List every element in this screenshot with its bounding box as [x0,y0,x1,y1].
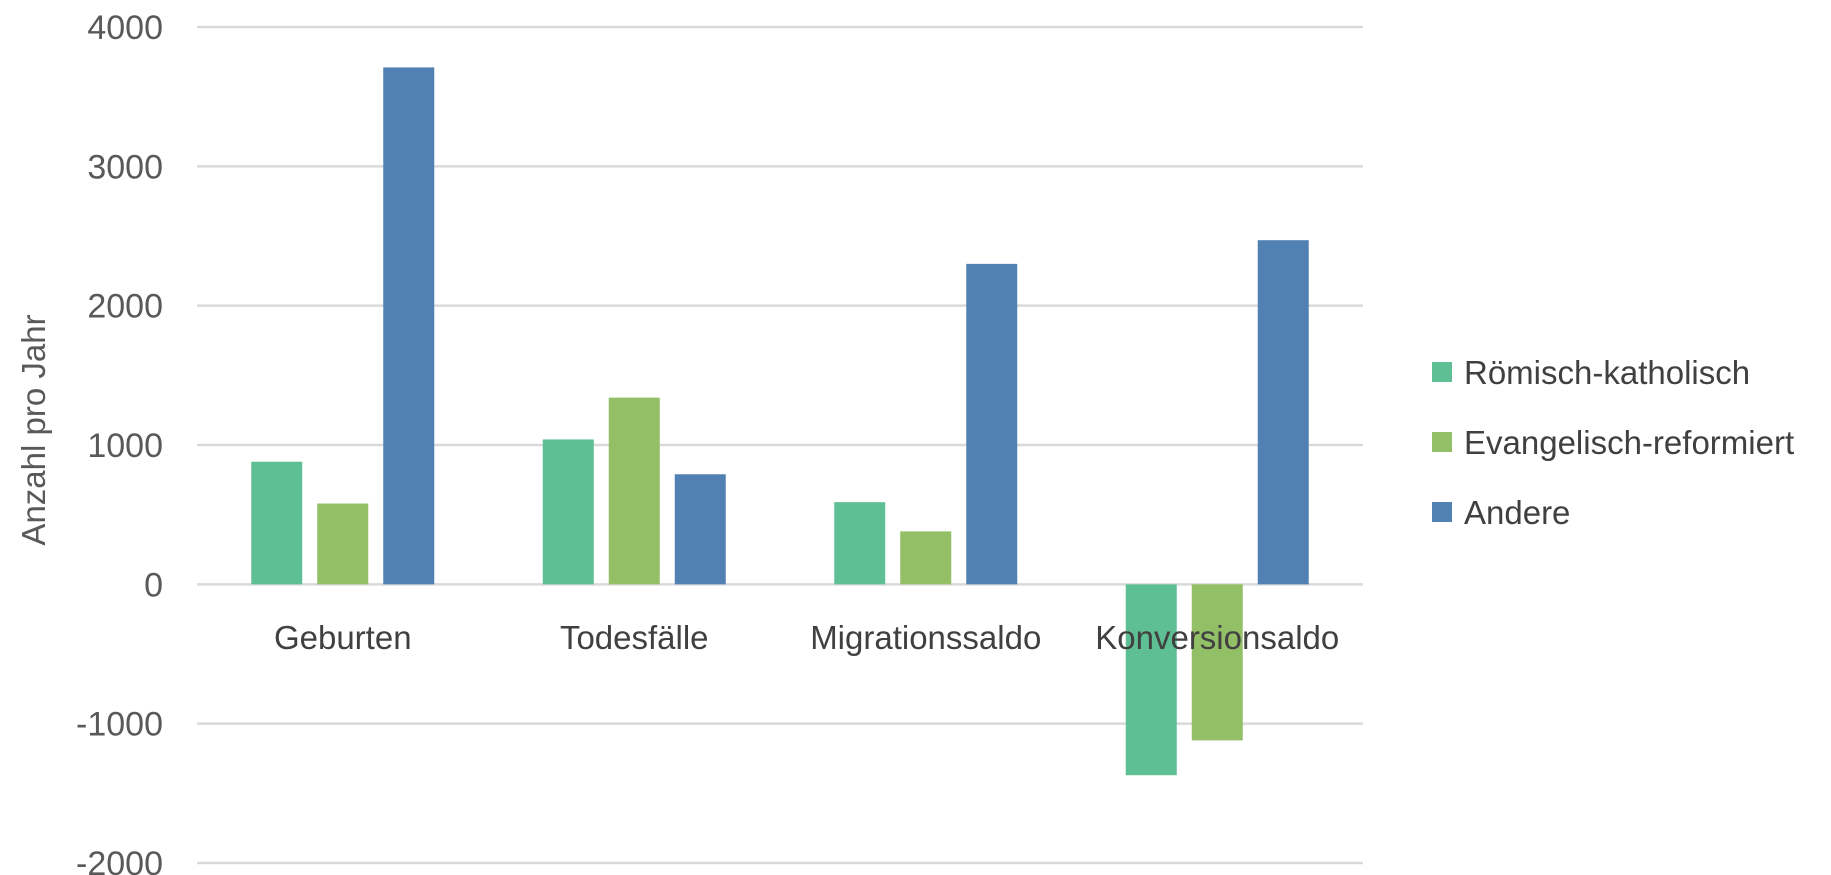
y-tick-label: -2000 [76,845,163,875]
y-tick-label: 4000 [87,9,163,47]
legend-label: Evangelisch-reformiert [1464,424,1794,461]
y-tick-label: 3000 [87,148,163,186]
gridlines [197,25,1363,865]
bars [251,67,1309,776]
legend: Römisch-katholisch Evangelisch-reformiert… [1432,354,1794,531]
bar-geburten-2 [317,503,369,585]
x-category-label: Konversionsaldo [1095,619,1339,656]
bar-konversionsaldo-3 [1257,240,1309,585]
y-tick-label: 2000 [87,288,163,326]
bar-migrationssaldo-3 [966,263,1018,585]
x-category-label: Migrationssaldo [810,619,1041,656]
legend-label: Andere [1464,494,1570,531]
y-tick-label: 0 [144,566,163,604]
x-axis-category-labels: Geburten Todesfälle Migrationssaldo Konvers… [274,619,1339,656]
bar-todesfälle-1 [542,439,594,585]
y-tick-label: -1000 [76,706,163,744]
x-category-label: Geburten [274,619,412,656]
y-axis-ticks: 4000 3000 2000 1000 0 -1000 -2000 [76,9,163,875]
bar-migrationssaldo-2 [900,531,952,585]
bar-geburten-3 [383,67,435,585]
y-axis-title: Anzahl pro Jahr [15,314,52,545]
bar-konversionsaldo-1 [1125,584,1177,776]
bar-todesfälle-2 [608,397,660,585]
legend-label: Römisch-katholisch [1464,354,1750,391]
legend-swatch [1432,432,1452,452]
legend-swatch [1432,362,1452,382]
legend-swatch [1432,502,1452,522]
y-tick-label: 1000 [87,427,163,465]
bar-todesfälle-3 [674,474,726,585]
bar-geburten-1 [251,461,303,585]
x-category-label: Todesfälle [560,619,709,656]
bar-migrationssaldo-1 [834,502,886,585]
bar-konversionsaldo-2 [1191,584,1243,741]
